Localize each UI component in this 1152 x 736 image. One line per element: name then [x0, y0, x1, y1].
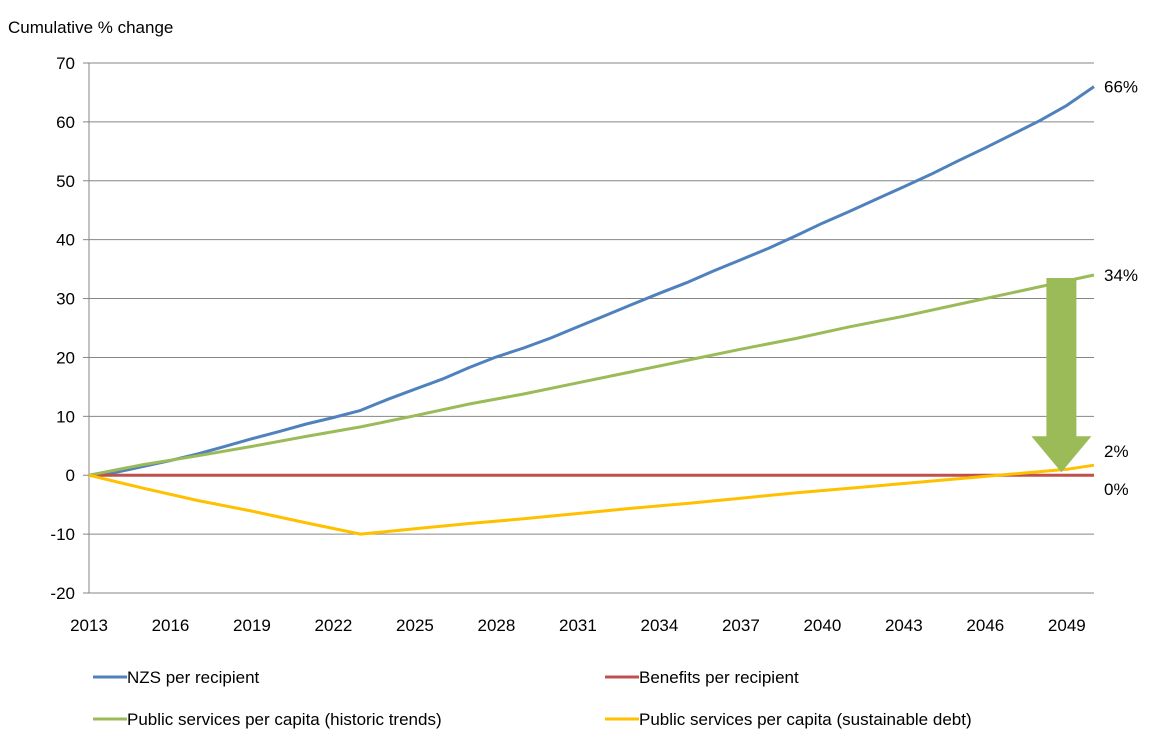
end-label-2: 0%: [1104, 480, 1129, 499]
series-line-4: [88, 463, 1095, 536]
x-tick-label: 2034: [640, 616, 678, 635]
axes: -20 -10 0 10 20 30 40 50 60 70 2013 2016 2019 2022 202…: [50, 54, 1085, 635]
end-label-3: 34%: [1104, 266, 1138, 285]
series-lines: [88, 85, 1095, 536]
end-label-4: 2%: [1104, 442, 1129, 461]
x-tick-label: 2040: [803, 616, 841, 635]
y-axis-title: Cumulative % change: [8, 18, 173, 37]
y-tick-label: -20: [50, 584, 75, 603]
end-label-1: 66%: [1104, 78, 1138, 97]
x-tick-label: 2019: [233, 616, 271, 635]
x-tick-label: 2025: [396, 616, 434, 635]
down-arrow-annotation: [1031, 277, 1092, 473]
series-line-1: [88, 85, 1095, 477]
y-tick-label: -10: [50, 525, 75, 544]
legend: NZS per recipient Benefits per recipient P…: [93, 668, 972, 729]
x-tick-label: 2022: [315, 616, 353, 635]
x-tick-label: 2028: [478, 616, 516, 635]
legend-label-4: Public services per capita (sustainable …: [639, 710, 972, 729]
y-tick-label: 10: [56, 407, 75, 426]
legend-label-2: Benefits per recipient: [639, 668, 799, 687]
y-tick-label: 70: [56, 54, 75, 73]
x-tick-label: 2037: [722, 616, 760, 635]
annotations: 66% 0% 34% 2%: [1031, 78, 1138, 499]
x-tick-label: 2016: [152, 616, 190, 635]
x-tick-label: 2013: [70, 616, 108, 635]
y-tick-label: 30: [56, 290, 75, 309]
y-tick-label: 40: [56, 231, 75, 250]
y-tick-label: 50: [56, 172, 75, 191]
y-tick-label: 0: [66, 466, 75, 485]
legend-label-1: NZS per recipient: [127, 668, 260, 687]
y-tick-label: 60: [56, 113, 75, 132]
y-tick-label: 20: [56, 348, 75, 367]
x-tick-label: 2031: [559, 616, 597, 635]
x-tick-label: 2049: [1048, 616, 1086, 635]
legend-label-3: Public services per capita (historic tre…: [127, 710, 442, 729]
x-tick-label: 2043: [885, 616, 923, 635]
series-line-3: [88, 273, 1095, 477]
x-tick-label: 2046: [966, 616, 1004, 635]
